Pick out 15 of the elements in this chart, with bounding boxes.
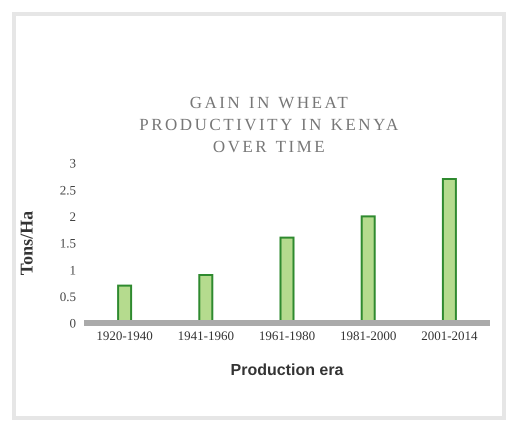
x-tick-label: 1961-1980 — [258, 328, 316, 344]
x-tick-label: 2001-2014 — [421, 328, 478, 344]
y-axis-title: Tons/Ha — [16, 210, 36, 276]
x-axis-title: Production era — [230, 362, 344, 379]
y-tick-label: 0 — [70, 316, 76, 331]
x-tick-label: 1941-1960 — [178, 328, 234, 344]
y-tick-label: 3 — [70, 156, 76, 171]
x-tick-label: 1920-1940 — [96, 328, 153, 344]
y-tick-label: 2.5 — [60, 182, 76, 198]
x-tick-label: 1981-2000 — [340, 328, 396, 344]
y-tick-label: 0.5 — [60, 288, 76, 304]
y-tick-label: 2 — [70, 208, 76, 224]
chart-title: GAIN IN WHEAT PRODUCTIVITY IN KENYA OVER TIME — [138, 92, 402, 158]
y-tick-label: 1 — [70, 262, 76, 278]
y-tick-label: 1.5 — [60, 236, 76, 251]
